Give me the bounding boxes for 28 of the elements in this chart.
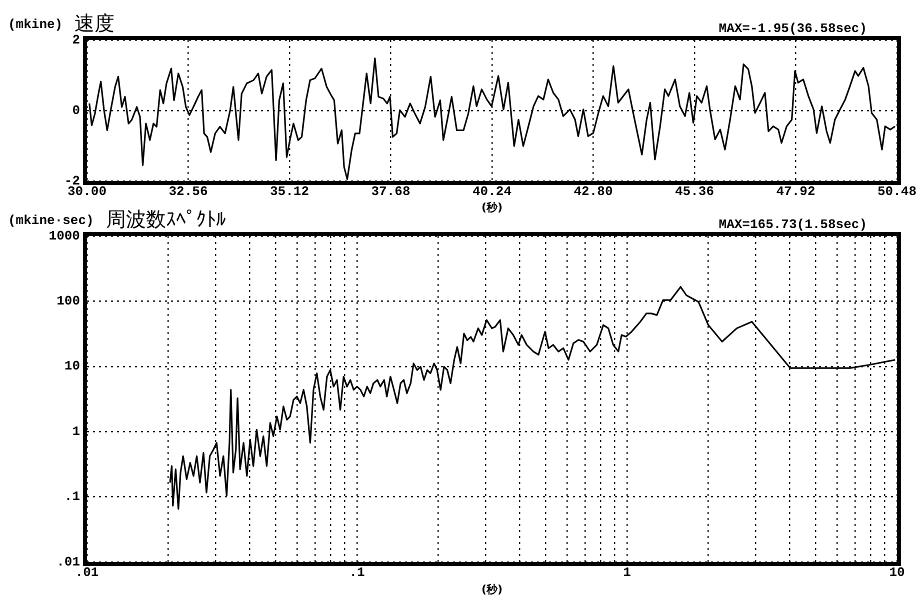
x-tick-label: 45.36 <box>674 184 714 200</box>
x-tick-label: 42.80 <box>574 184 613 200</box>
chart-title: 周波数ｽﾍﾟｸﾄﾙ <box>106 207 226 231</box>
y-tick-label: 0 <box>72 102 80 118</box>
y-tick-label: .1 <box>64 489 80 504</box>
x-tick-label: 30.00 <box>67 184 107 200</box>
x-tick-label: 35.12 <box>270 184 310 200</box>
y-tick-label: 1 <box>72 424 80 439</box>
x-axis-title: (秒) <box>481 201 503 214</box>
x-axis-title: (秒) <box>481 583 503 596</box>
x-tick-label: 50.48 <box>877 184 917 200</box>
y-tick-label: 2 <box>72 32 80 48</box>
y-axis-title: (mkine·sec) <box>8 213 94 228</box>
y-tick-label: 10 <box>64 358 80 374</box>
x-tick-label: 40.24 <box>472 184 512 200</box>
y-axis-title: (mkine) <box>8 17 63 32</box>
text: MAX=-1.95(36.58sec) <box>718 21 867 36</box>
y-tick-label: 100 <box>56 293 80 308</box>
x-tick-label: 37.68 <box>371 184 410 200</box>
text: MAX=165.73(1.58sec) <box>718 217 867 232</box>
x-tick-label: 1 <box>623 565 632 580</box>
y-tick-label: 1000 <box>48 228 80 244</box>
x-tick-label: 47.92 <box>776 184 816 200</box>
chart-title: 速度 <box>74 11 115 35</box>
x-tick-label: .1 <box>349 565 365 580</box>
x-tick-label: 32.56 <box>168 184 208 200</box>
y-tick-label: .01 <box>56 554 80 570</box>
x-tick-label: 10 <box>889 565 905 580</box>
